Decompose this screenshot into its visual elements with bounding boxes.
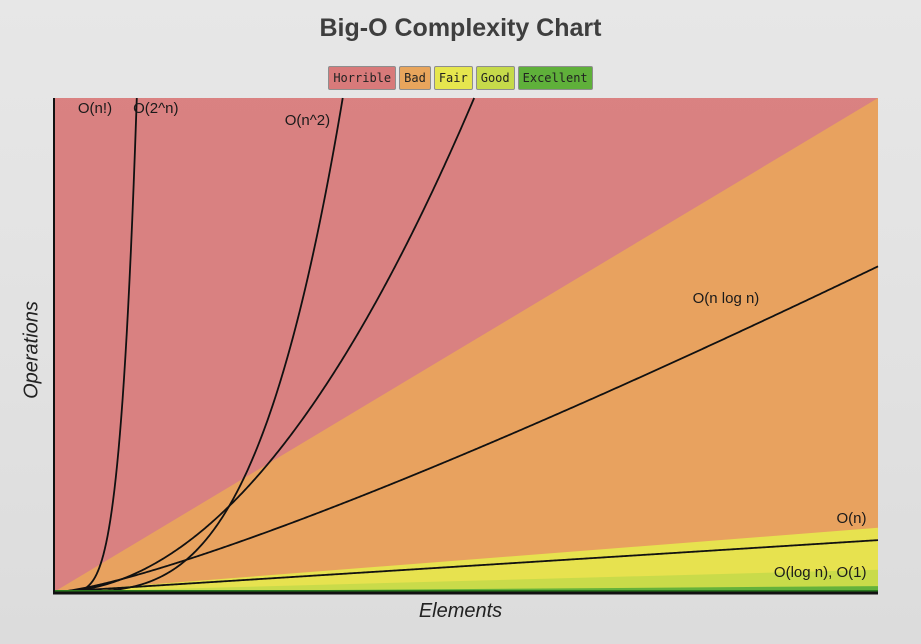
x-axis-label: Elements	[418, 600, 503, 622]
legend-item-excellent: Excellent	[517, 66, 593, 90]
curve-label-o-2-n: O(2^n)	[133, 100, 178, 117]
curve-label-o-log-n-o-1: O(log n), O(1)	[774, 564, 867, 581]
y-axis-label: Operations	[20, 301, 43, 399]
curve-label-o-n-log-n: O(n log n)	[693, 290, 760, 307]
complexity-curves	[53, 97, 879, 593]
curve-o-n-log-n	[53, 265, 879, 593]
chart-axes	[53, 98, 878, 595]
page-title: Big-O Complexity Chart	[319, 14, 602, 42]
legend-item-horrible: Horrible	[328, 66, 397, 90]
curve-label-o-n-2: O(n^2)	[285, 112, 330, 129]
region-bad	[54, 98, 878, 592]
legend-item-good: Good	[475, 66, 515, 90]
curve-labels: O(n!) O(2^n) O(n^2) O(n log n) O(n) O(log n),…	[78, 100, 867, 581]
curve-label-o-n: O(n!)	[78, 100, 112, 117]
curve-o-n	[53, 539, 879, 593]
legend: Horrible Bad Fair Good Excellent	[0, 66, 921, 90]
legend-item-fair: Fair	[433, 66, 473, 90]
legend-item-bad: Bad	[399, 66, 431, 90]
curve-label-o-n: O(n)	[836, 510, 866, 527]
complexity-regions	[54, 98, 878, 592]
region-good	[54, 569, 878, 592]
